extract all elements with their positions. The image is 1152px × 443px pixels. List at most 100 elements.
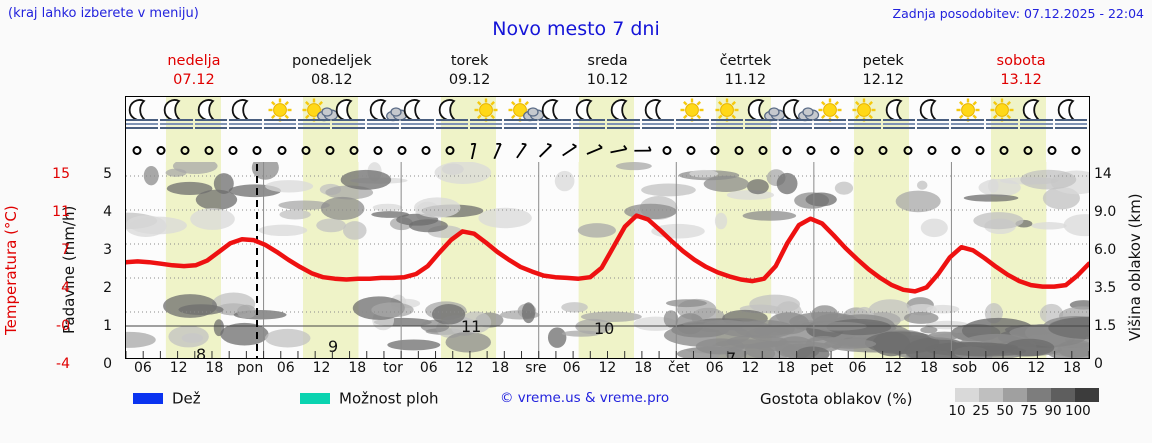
sun-icon (852, 98, 876, 122)
day-header-3: sreda 10.12 (539, 52, 677, 94)
x-tick-label-23: sob (952, 360, 978, 376)
cloud-blob (689, 169, 719, 178)
cloud-blob (824, 338, 877, 349)
wind-barb-symbol-20 (607, 143, 631, 161)
circle-icon (445, 146, 455, 155)
weather-icon-cell-9 (435, 97, 469, 139)
cloud-density-tick-4: 90 (1044, 403, 1062, 419)
cloud-blob (371, 211, 410, 218)
calm-wind-circle-3 (197, 143, 221, 161)
weather-icon-cell-26 (1019, 97, 1053, 139)
cloud-density-tick-0: 10 (948, 403, 966, 419)
calm-wind-circle-5 (245, 143, 269, 161)
wind-barb-band (504, 119, 537, 132)
cloud-density-tick-1: 25 (972, 403, 990, 419)
cloud-blob (340, 169, 392, 190)
cloud-blob (213, 173, 234, 194)
weather-icon-cell-8 (400, 97, 434, 139)
cloud-density-swatch-1 (979, 388, 1003, 402)
temperature-tick-0: 15 (52, 166, 70, 182)
cloud-blob (387, 339, 441, 351)
sun-icon (474, 98, 498, 122)
weather-icon-cell-0 (125, 97, 159, 139)
temperature-axis-title: Temperatura (°C) (2, 205, 20, 335)
cloud-height-tick-1: 9.0 (1094, 204, 1117, 220)
cloud-height-tick-2: 6.0 (1094, 242, 1117, 258)
cloud-blob (320, 196, 365, 221)
day-header-2: torek 09.12 (401, 52, 539, 94)
x-tick-label-11: sre (525, 360, 547, 376)
cloud-blob (703, 175, 749, 192)
circle-icon (349, 146, 359, 155)
calm-wind-circle-0 (125, 143, 149, 161)
cloud-blob (434, 162, 492, 185)
x-tick-label-13: 12 (598, 360, 617, 376)
cloud-blob (168, 325, 209, 348)
wind-barb-band (607, 119, 640, 132)
x-tick-label-6: 18 (348, 360, 367, 376)
calm-wind-circle-32 (896, 143, 920, 161)
cloud-blob (963, 194, 1019, 202)
weather-icon-strip (125, 97, 1088, 139)
last-update-text: Zadnja posodobitev: 07.12.2025 - 22:04 (892, 6, 1144, 21)
temperature-tick-4: -0 (56, 318, 70, 334)
x-tick-label-8: 06 (419, 360, 438, 376)
cloud-density-swatch-0 (955, 388, 979, 402)
wind-barb-band (676, 119, 709, 132)
cloud-blob (795, 346, 830, 358)
precipitation-tick-1: 4 (103, 204, 112, 220)
circle-icon (878, 146, 888, 155)
wind-barb-band (710, 119, 744, 132)
day-name: četrtek (719, 53, 772, 69)
cloud-icon (523, 107, 545, 122)
x-tick-label-14: 18 (634, 360, 653, 376)
wind-barb-band (1054, 119, 1087, 132)
calm-wind-circle-35 (968, 143, 992, 161)
wind-barb-band (401, 119, 434, 132)
circle-icon (806, 146, 816, 155)
cloud-density-tick-labels: 10 25 50 75 90 100 (945, 403, 1091, 419)
wind-barb-band (779, 119, 812, 132)
weather-icon-cell-21 (847, 97, 881, 139)
weather-icon-cell-27 (1054, 97, 1088, 139)
copyright-link[interactable]: © vreme.us & vreme.pro (500, 390, 670, 406)
cloud-blob (220, 322, 269, 346)
day-header-6: sobota 13.12 (952, 52, 1090, 94)
wind-barb-band (573, 119, 606, 132)
page-title: Novo mesto 7 dni (492, 18, 660, 40)
cloud-blob (1020, 169, 1077, 190)
cloud-blob (742, 210, 797, 221)
legend-item-showers: Možnost ploh (300, 388, 439, 408)
x-tick-label-16: 06 (705, 360, 724, 376)
cloud-blob (641, 183, 696, 197)
calm-wind-circle-13 (438, 143, 462, 161)
calm-wind-circle-23 (679, 143, 703, 161)
temperature-label: 10 (594, 319, 614, 338)
rain-color-swatch (133, 393, 163, 404)
cloud-blob (195, 189, 238, 210)
cloud-blob (431, 304, 466, 325)
circle-icon (373, 146, 383, 155)
weather-icon-cell-1 (159, 97, 193, 139)
cloud-blob (278, 200, 330, 210)
weather-icon-cell-3 (228, 97, 262, 139)
calm-wind-circle-1 (149, 143, 173, 161)
circle-icon (252, 146, 262, 155)
calm-wind-circle-27 (775, 143, 799, 161)
cloud-blob (408, 219, 448, 233)
cloud-density-field (126, 162, 1089, 358)
cloud-height-tick-5: 0 (1094, 356, 1103, 372)
weather-icon-cell-4 (263, 97, 297, 139)
cloud-blob (920, 218, 948, 238)
x-tick-label-22: 18 (920, 360, 938, 376)
weather-icon-cell-14 (606, 97, 640, 139)
temperature-label: 11 (461, 317, 481, 336)
circle-icon (782, 146, 792, 155)
cloud-blob (744, 341, 798, 358)
wind-barb-band (229, 119, 262, 132)
cloud-density-tick-5: 100 (1065, 403, 1091, 419)
circle-icon (397, 146, 407, 155)
wind-barb-symbol-21 (631, 143, 655, 161)
cloud-blob (445, 331, 492, 353)
day-name: sreda (587, 53, 628, 69)
